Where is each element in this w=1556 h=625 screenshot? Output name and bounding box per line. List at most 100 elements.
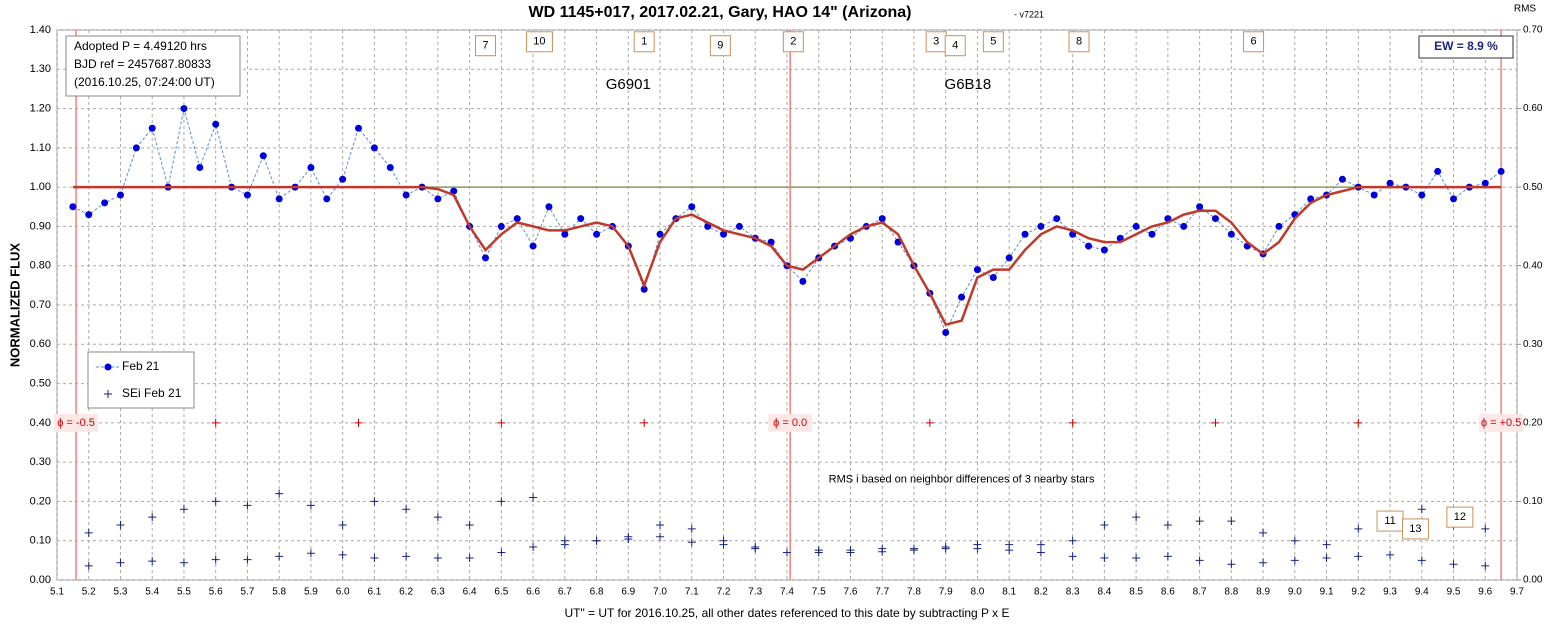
event-box-frame: [1401, 518, 1429, 540]
phase-mark: [1068, 418, 1077, 427]
x-tick-label: 8.0: [970, 587, 984, 598]
data-point: [116, 191, 124, 199]
data-point: [497, 222, 505, 230]
data-point: [1132, 554, 1141, 562]
phase-label: ϕ = -0.5: [54, 413, 99, 432]
data-point: [1021, 230, 1029, 238]
x-tick-label: 6.4: [463, 587, 477, 598]
y2-axis-label: RMS: [1514, 4, 1537, 15]
x-tick-label: 7.0: [653, 587, 667, 598]
event-box: 13: [1401, 518, 1429, 540]
data-point: [434, 195, 442, 203]
event-box-frame: [782, 31, 804, 53]
y-axis-label: NORMALIZED FLUX: [7, 243, 22, 368]
data-point: [941, 544, 950, 553]
data-point: [1481, 524, 1490, 533]
x-tick-label: 6.2: [399, 587, 413, 598]
data-point: [1450, 195, 1458, 203]
event-box-frame: [1243, 31, 1265, 53]
data-point: [1497, 167, 1505, 175]
x-tick-label: 9.0: [1288, 587, 1302, 598]
x-tick-label: 7.5: [812, 587, 826, 598]
data-point: [561, 230, 569, 238]
event-box-frame: [633, 31, 655, 53]
y-tick-label: 1.20: [30, 102, 51, 114]
data-point: [1338, 175, 1346, 183]
y-tick-label: 0.00: [30, 574, 51, 586]
data-point: [1005, 540, 1014, 549]
phase-mark: [925, 418, 934, 427]
data-point: [497, 497, 506, 506]
data-point: [1163, 521, 1172, 529]
annotation: RMS i based on neighbor differences of 3…: [829, 474, 1095, 486]
x-tick-label: 6.3: [431, 587, 445, 598]
data-point: [339, 175, 347, 183]
x-tick-label: 6.8: [590, 587, 604, 598]
data-point: [370, 144, 378, 152]
fit-line: [72, 185, 1502, 327]
event-box-label: 12: [1454, 511, 1466, 523]
data-point: [306, 501, 315, 510]
data-point: [783, 548, 791, 557]
data-point: [1132, 222, 1140, 230]
event-box-frame: [982, 31, 1004, 53]
data-point: [1211, 215, 1219, 223]
phase-mark: [1211, 418, 1220, 427]
x-tick-label: 5.9: [304, 587, 318, 598]
x-tick-label: 6.5: [494, 587, 508, 598]
event-box-label: 4: [952, 40, 958, 52]
x-tick-label: 9.7: [1510, 587, 1524, 598]
data-point: [275, 195, 283, 203]
data-point: [275, 489, 284, 498]
data-point: [433, 554, 442, 562]
y2-tick-label: 0.10: [1523, 496, 1543, 507]
y-tick-label: 0.40: [30, 417, 51, 429]
data-point: [212, 120, 220, 128]
data-point: [1417, 556, 1426, 565]
data-point: [1227, 517, 1236, 526]
x-tick-label: 8.8: [1224, 587, 1238, 598]
event-box: 10: [525, 31, 553, 53]
event-box: 6: [1243, 31, 1265, 53]
data-point: [529, 242, 537, 250]
data-point: [529, 493, 538, 502]
info-line: BJD ref = 2457687.80833: [74, 57, 211, 71]
data-point: [355, 124, 363, 132]
y-tick-label: 0.90: [30, 220, 51, 232]
data-point: [687, 538, 696, 547]
y-tick-label: 0.60: [30, 338, 51, 350]
data-point: [84, 561, 93, 570]
data-point: [1196, 203, 1204, 211]
data-point: [259, 152, 267, 160]
data-point: [1275, 222, 1283, 230]
data-point: [211, 555, 220, 564]
data-point: [592, 536, 601, 545]
y2-tick-label: 0.60: [1523, 103, 1543, 114]
data-point: [179, 558, 188, 567]
data-point: [1053, 215, 1061, 223]
event-box-frame: [1068, 31, 1090, 53]
data-point: [719, 536, 728, 545]
data-point: [465, 554, 474, 562]
data-point: [497, 548, 506, 557]
data-point: [1100, 521, 1109, 529]
event-box-label: 3: [933, 36, 939, 48]
data-point: [370, 554, 379, 562]
phase-mark: [497, 418, 506, 427]
data-point: [1259, 528, 1268, 537]
data-point: [1418, 191, 1426, 199]
data-point: [338, 550, 347, 559]
data-point: [909, 544, 918, 553]
data-point: [179, 505, 188, 514]
data-point: [69, 203, 77, 211]
annotation: G6B18: [945, 76, 992, 93]
event-box: 4: [944, 35, 966, 57]
y-tick-label: 0.30: [30, 456, 51, 468]
data-point: [656, 521, 665, 529]
data-point: [1259, 558, 1268, 567]
x-tick-label: 6.6: [526, 587, 540, 598]
y-tick-label: 1.00: [30, 181, 51, 193]
x-tick-label: 7.7: [875, 587, 889, 598]
data-point: [1370, 191, 1378, 199]
x-tick-label: 6.1: [367, 587, 381, 598]
